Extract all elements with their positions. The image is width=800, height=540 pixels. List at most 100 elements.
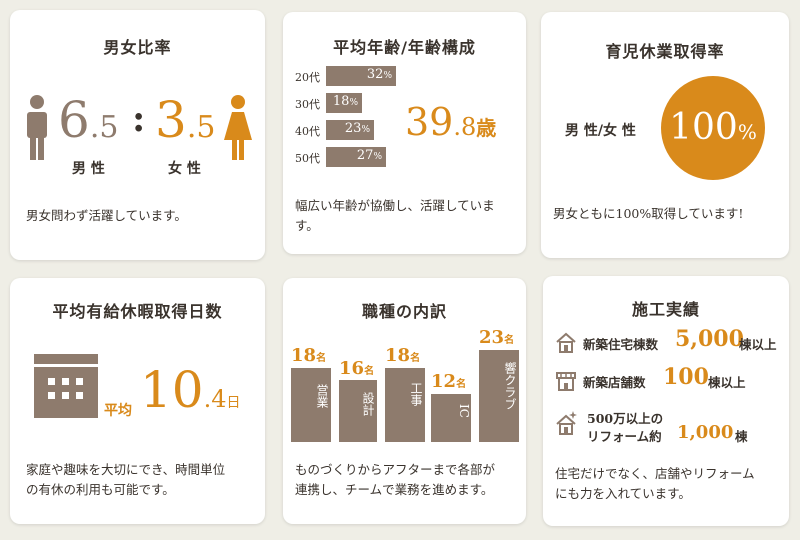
ratio-colon: : <box>132 98 146 140</box>
renovation-suffix: 棟 <box>735 429 748 444</box>
job-name-design: 設計 <box>361 392 375 416</box>
gender-ratio-title: 男女比率 <box>103 38 172 57</box>
construction-results-card: 施工実績 新築住宅棟数 5,000 棟以上 新築店舗数 100 棟以上 500万… <box>543 276 789 526</box>
age-label-40: 40代 <box>295 125 320 138</box>
job-desc-line1: ものづくりからアフターまで各部が <box>295 462 496 477</box>
job-value-ic-unit: 名 <box>456 379 467 390</box>
new-house-value: 5,000 <box>675 326 744 352</box>
renovation-label-line2: リフォーム約 <box>587 429 662 444</box>
male-figure-icon <box>27 95 47 160</box>
childcare-leave-title: 育児休業取得率 <box>605 42 725 61</box>
new-shop-suffix: 棟以上 <box>708 375 746 390</box>
construction-results-title: 施工実績 <box>631 300 700 319</box>
average-age-value: 39.8歳 <box>405 100 496 150</box>
job-value-construction-unit: 名 <box>410 353 421 364</box>
paid-leave-desc-line2: の有休の利用も可能です。 <box>26 482 175 497</box>
construction-results-desc-line1: 住宅だけでなく、店舗やリフォーム <box>555 466 755 481</box>
age-label-30: 30代 <box>295 98 320 111</box>
renovation-value: 1,000 <box>677 422 734 443</box>
female-label: 女 性 <box>168 161 201 177</box>
age-bar-40-value: 23 <box>344 121 362 136</box>
new-house-suffix: 棟以上 <box>739 337 777 352</box>
paid-leave-desc: 家庭や趣味を大切にでき、時間単位 の有休の利用も可能です。 <box>26 460 225 500</box>
paid-leave-unit: 日 <box>226 395 241 411</box>
childcare-leave-circle: 100% <box>661 76 765 180</box>
renovation-label-line1: 500万以上の <box>587 411 664 426</box>
average-age-dec: .8 <box>453 113 477 141</box>
job-value-club: 23名 <box>479 327 514 348</box>
job-value-sales-unit: 名 <box>316 353 327 364</box>
job-name-sales: 営業 <box>315 384 329 408</box>
male-label: 男 性 <box>72 161 105 177</box>
age-bar-50-value: 27 <box>356 148 374 163</box>
female-ratio-dec: .5 <box>186 110 216 145</box>
job-value-design-unit: 名 <box>364 366 375 377</box>
age-bar-40-unit: % <box>361 125 370 135</box>
childcare-leave-label: 男 性/女 性 <box>565 123 636 139</box>
job-value-construction-num: 18 <box>385 345 411 366</box>
age-bar-40: 23% <box>326 120 374 140</box>
job-value-ic: 12名 <box>431 371 466 392</box>
job-col-design: 設計 <box>339 380 377 442</box>
job-col-sales: 営業 <box>291 368 331 442</box>
age-desc: 幅広い年齢が協働し、活躍していま す。 <box>295 198 495 233</box>
job-col-ic: IC <box>431 394 471 442</box>
paid-leave-value: 10.4日 <box>140 360 241 433</box>
job-name-construction: 工事 <box>409 382 423 406</box>
gender-ratio-card: 男女比率 6.5 : 3.5 男 性 女 性 男女問わず活躍しています。 <box>10 10 265 260</box>
job-value-design-num: 16 <box>339 358 365 379</box>
age-bar-20-value: 32 <box>366 67 384 82</box>
male-ratio-int: 6 <box>58 91 90 149</box>
age-bar-20: 32% <box>326 66 396 86</box>
job-value-ic-num: 12 <box>431 371 457 392</box>
job-bar-chart: 18名 営業 16名 設計 18名 工事 12名 IC 23名 響クラブ <box>283 278 526 448</box>
job-col-construction: 工事 <box>385 368 425 442</box>
shop-icon <box>556 372 576 391</box>
age-bar-30-value: 18 <box>332 94 350 109</box>
male-ratio-dec: .5 <box>89 110 119 145</box>
construction-results-desc-line2: にも力を入れています。 <box>555 486 691 501</box>
paid-leave-dec: .4 <box>203 385 227 413</box>
house-icon <box>556 332 576 353</box>
female-ratio-int: 3 <box>155 91 187 149</box>
age-label-50: 50代 <box>295 152 320 165</box>
job-breakdown-title: 職種の内訳 <box>361 302 447 321</box>
age-card: 平均年齢/年齢構成 20代 32% 30代 18% 40代 23% 50代 27… <box>283 12 526 254</box>
female-figure-icon <box>224 95 252 160</box>
job-value-design: 16名 <box>339 358 374 379</box>
job-desc: ものづくりからアフターまで各部が 連携し、チームで業務を進めます。 <box>295 460 495 500</box>
age-bar-30: 18% <box>326 93 362 113</box>
paid-leave-int: 10 <box>140 361 204 419</box>
male-ratio-value: 6.5 <box>58 92 118 156</box>
childcare-leave-value: 100 <box>669 107 738 148</box>
job-value-sales-num: 18 <box>291 345 317 366</box>
paid-leave-prefix: 平均 <box>104 403 132 419</box>
age-label-20: 20代 <box>295 71 320 84</box>
construction-results-desc: 住宅だけでなく、店舗やリフォーム にも力を入れています。 <box>555 464 755 504</box>
age-bar-30-unit: % <box>349 98 358 108</box>
age-bar-50-unit: % <box>373 152 382 162</box>
job-value-construction: 18名 <box>385 345 420 366</box>
job-value-club-num: 23 <box>479 327 505 348</box>
paid-leave-title: 平均有給休暇取得日数 <box>52 302 223 321</box>
paid-leave-card: 平均有給休暇取得日数 平均 10.4日 家庭や趣味を大切にでき、時間単位 の有休… <box>10 278 265 524</box>
job-value-sales: 18名 <box>291 345 326 366</box>
age-bar-chart: 20代 32% 30代 18% 40代 23% 50代 27% <box>295 64 405 174</box>
job-breakdown-card: 職種の内訳 18名 営業 16名 設計 18名 工事 12名 IC 23名 響ク… <box>283 278 526 524</box>
job-name-club: 響クラブ <box>503 362 517 410</box>
paid-leave-desc-line1: 家庭や趣味を大切にでき、時間単位 <box>26 462 226 477</box>
job-value-club-unit: 名 <box>504 335 515 346</box>
age-bar-50: 27% <box>326 147 386 167</box>
new-house-label: 新築住宅棟数 <box>583 337 659 352</box>
childcare-leave-card: 育児休業取得率 男 性/女 性 100% 男女ともに100%取得しています! <box>541 12 789 258</box>
childcare-leave-unit: % <box>737 120 757 144</box>
average-age-unit: 歳 <box>476 116 497 140</box>
childcare-leave-desc: 男女ともに100%取得しています! <box>553 206 744 221</box>
gender-desc: 男女問わず活躍しています。 <box>26 208 187 223</box>
age-title: 平均年齢/年齢構成 <box>333 38 476 57</box>
job-name-ic: IC <box>457 404 471 418</box>
job-desc-line2: 連携し、チームで業務を進めます。 <box>295 482 494 497</box>
job-col-club: 響クラブ <box>479 350 519 442</box>
age-bar-20-unit: % <box>383 71 392 81</box>
new-shop-value: 100 <box>663 364 709 390</box>
